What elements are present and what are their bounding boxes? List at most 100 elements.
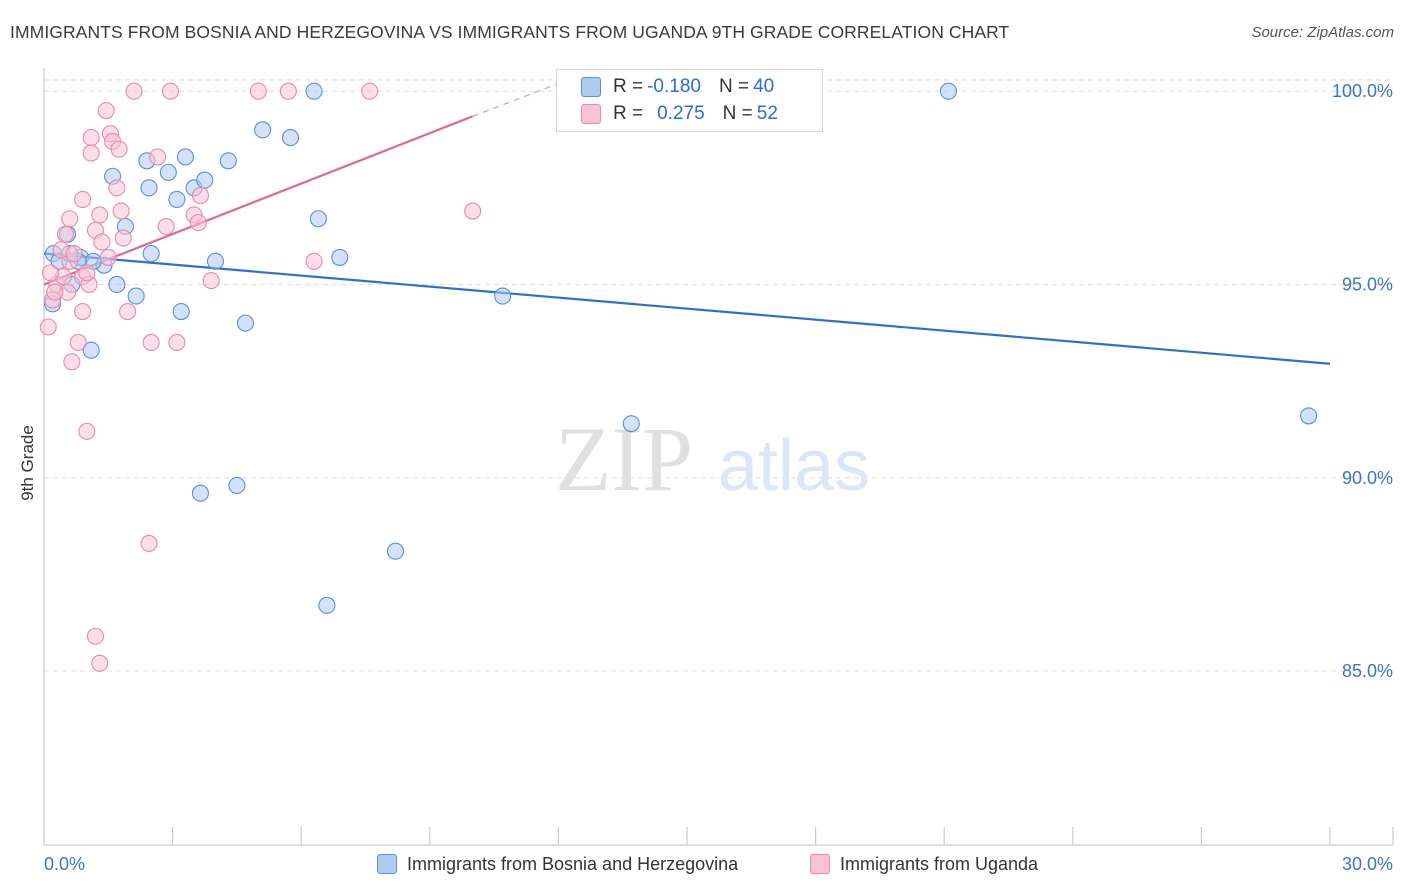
label-layer: 100.0% 95.0% 90.0% 85.0% 0.0% 30.0% bbox=[44, 81, 1393, 874]
y-axis-label: 9th Grade bbox=[18, 425, 37, 501]
chart-title: IMMIGRANTS FROM BOSNIA AND HERZEGOVINA V… bbox=[10, 22, 1010, 42]
bosnia-point bbox=[309, 210, 327, 228]
bosnia-point bbox=[305, 82, 323, 100]
bosnia-point bbox=[82, 341, 100, 359]
uganda-point bbox=[91, 206, 109, 224]
uganda-point bbox=[464, 202, 482, 220]
bosnia-point bbox=[281, 129, 300, 147]
bosnia-point bbox=[939, 82, 958, 100]
uganda-point bbox=[161, 82, 180, 100]
uganda-point bbox=[74, 302, 92, 321]
uganda-point bbox=[108, 179, 126, 197]
uganda-point bbox=[69, 333, 87, 352]
uganda-point bbox=[279, 82, 297, 100]
correlation-legend: R = -0.180 N = 40 R = 0.275 N = 52 bbox=[556, 69, 823, 132]
watermark-atlas: atlas bbox=[718, 426, 870, 506]
bosnia-point bbox=[228, 476, 246, 495]
bosnia-point bbox=[176, 148, 195, 166]
points-layer bbox=[39, 82, 1318, 672]
legend-swatch-pink bbox=[581, 104, 601, 124]
uganda-point bbox=[78, 264, 96, 282]
x-tick-label: 30.0% bbox=[1342, 854, 1393, 874]
uganda-trendline-extension bbox=[472, 82, 559, 117]
legend-n-value: 52 bbox=[756, 103, 778, 124]
uganda-point bbox=[191, 187, 210, 205]
uganda-point bbox=[82, 129, 100, 147]
y-tick-label: 90.0% bbox=[1342, 468, 1393, 488]
legend-n-label: N = bbox=[718, 76, 750, 97]
x-tick-label: 0.0% bbox=[44, 854, 85, 874]
bosnia-point bbox=[494, 287, 512, 305]
uganda-point bbox=[202, 272, 220, 290]
uganda-point bbox=[168, 333, 186, 352]
series-legend-bosnia: Immigrants from Bosnia and Herzegovina bbox=[377, 852, 738, 876]
legend-row-uganda: R = 0.275 N = 52 bbox=[581, 102, 778, 126]
uganda-point bbox=[157, 217, 175, 236]
legend-n-label: N = bbox=[722, 103, 753, 124]
uganda-point bbox=[110, 140, 128, 158]
bosnia-point bbox=[127, 287, 145, 305]
legend-swatch-blue bbox=[581, 77, 601, 97]
bosnia-point bbox=[219, 152, 237, 170]
bosnia-point bbox=[108, 275, 126, 294]
uganda-point bbox=[149, 148, 167, 166]
uganda-point bbox=[65, 245, 83, 263]
bosnia-point bbox=[172, 302, 190, 321]
uganda-point bbox=[61, 210, 79, 228]
uganda-point bbox=[140, 534, 158, 553]
bosnia-point bbox=[140, 179, 158, 197]
y-tick-label: 85.0% bbox=[1342, 661, 1393, 681]
uganda-point bbox=[56, 225, 74, 243]
bosnia-point bbox=[196, 171, 214, 189]
uganda-point bbox=[63, 353, 81, 371]
bosnia-point bbox=[159, 163, 177, 181]
bosnia-point bbox=[331, 248, 349, 266]
series-legend-label-bosnia: Immigrants from Bosnia and Herzegovina bbox=[407, 853, 739, 874]
axis-layer bbox=[43, 68, 1394, 846]
grid-layer bbox=[44, 79, 1393, 672]
legend-n-value: 40 bbox=[753, 76, 775, 97]
y-tick-label: 95.0% bbox=[1342, 274, 1393, 294]
y-tick-label: 100.0% bbox=[1332, 81, 1393, 101]
legend-row-bosnia: R = -0.180 N = 40 bbox=[581, 75, 774, 99]
bosnia-point bbox=[254, 121, 272, 139]
uganda-point bbox=[361, 82, 379, 100]
uganda-point bbox=[93, 233, 111, 251]
series-legend-label-uganda: Immigrants from Uganda bbox=[840, 853, 1039, 874]
bosnia-point bbox=[191, 484, 210, 502]
uganda-point bbox=[39, 318, 57, 336]
series-legend-swatch-blue bbox=[377, 854, 397, 874]
uganda-point bbox=[99, 248, 117, 266]
series-legend-swatch-pink bbox=[810, 854, 830, 874]
bosnia-point bbox=[236, 314, 255, 332]
bosnia-point bbox=[386, 542, 405, 560]
bosnia-point bbox=[622, 415, 640, 433]
series-legend-uganda: Immigrants from Uganda bbox=[810, 852, 1038, 876]
uganda-point bbox=[142, 333, 160, 352]
uganda-point bbox=[114, 229, 132, 247]
uganda-point bbox=[112, 202, 130, 220]
uganda-point bbox=[125, 82, 143, 100]
uganda-point bbox=[41, 264, 59, 282]
bosnia-point bbox=[168, 190, 186, 208]
source-label: Source: ZipAtlas.com bbox=[1251, 24, 1394, 41]
bosnia-point bbox=[1300, 407, 1318, 425]
bosnia-point bbox=[206, 252, 225, 270]
uganda-point bbox=[119, 302, 137, 321]
uganda-point bbox=[249, 82, 267, 100]
bosnia-point bbox=[142, 245, 160, 263]
bosnia-point bbox=[318, 596, 336, 614]
uganda-point bbox=[305, 252, 323, 270]
uganda-point bbox=[189, 214, 207, 232]
legend-r-value: -0.180 bbox=[647, 76, 701, 97]
uganda-point bbox=[78, 422, 96, 440]
uganda-point bbox=[46, 283, 64, 301]
uganda-point bbox=[82, 144, 100, 162]
bosnia-trendline bbox=[43, 252, 1331, 365]
legend-r-value: 0.275 bbox=[657, 103, 705, 124]
uganda-point bbox=[91, 654, 109, 672]
uganda-point bbox=[86, 627, 104, 645]
uganda-point bbox=[97, 101, 115, 120]
legend-r-label: R = bbox=[613, 76, 644, 97]
